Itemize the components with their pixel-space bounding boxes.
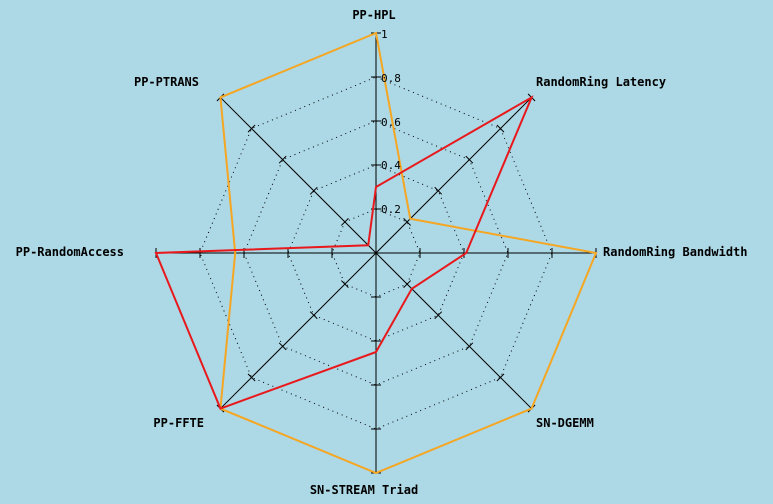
axis-label-sn-dgemm: SN-DGEMM <box>536 416 594 430</box>
axis-line-3 <box>375 252 532 409</box>
axis-tick-3-4 <box>496 373 505 382</box>
series-line-0 <box>154 95 534 410</box>
axis-label-pp-randomaccess: PP-RandomAccess <box>16 245 124 259</box>
axis-label-randomring-latency: RandomRing Latency <box>536 75 666 89</box>
axis-tick-5-1 <box>340 280 349 289</box>
tick-label-0-6: 0.6 <box>381 116 401 129</box>
axis-tick-1-1 <box>403 217 412 226</box>
tick-label-0-4: 0.4 <box>381 159 401 172</box>
axis-tick-5-3 <box>278 342 287 351</box>
axis-tick-7-2 <box>309 186 318 195</box>
axis-label-pp-hpl: PP-HPL <box>352 8 395 22</box>
axis-tick-3-2 <box>434 311 443 320</box>
axis-tick-1-2 <box>434 186 443 195</box>
axis-label-pp-ptrans: PP-PTRANS <box>134 75 199 89</box>
tick-label-0-8: 0.8 <box>381 72 401 85</box>
axis-tick-5-2 <box>309 311 318 320</box>
axis-label-randomring-bandwidth: RandomRing Bandwidth <box>603 245 748 259</box>
axes-layer <box>155 32 597 474</box>
axis-tick-5-4 <box>247 373 256 382</box>
axis-tick-3-3 <box>465 342 474 351</box>
axis-tick-1-4 <box>496 124 505 133</box>
axis-line-7 <box>220 97 377 254</box>
axis-tick-3-1 <box>403 280 412 289</box>
axis-tick-7-4 <box>247 124 256 133</box>
series-line-1 <box>219 31 598 475</box>
series-layer <box>154 31 598 475</box>
axis-tick-7-3 <box>278 155 287 164</box>
tick-label-1: 1 <box>381 28 388 41</box>
tick-label-0-2: 0.2 <box>381 203 401 216</box>
axis-tick-1-3 <box>465 155 474 164</box>
axis-label-sn-stream-triad: SN-STREAM Triad <box>310 483 418 497</box>
axis-line-1 <box>375 97 532 254</box>
axis-tick-7-1 <box>340 217 349 226</box>
axis-label-pp-ffte: PP-FFTE <box>153 416 204 430</box>
axis-line-5 <box>220 252 377 409</box>
